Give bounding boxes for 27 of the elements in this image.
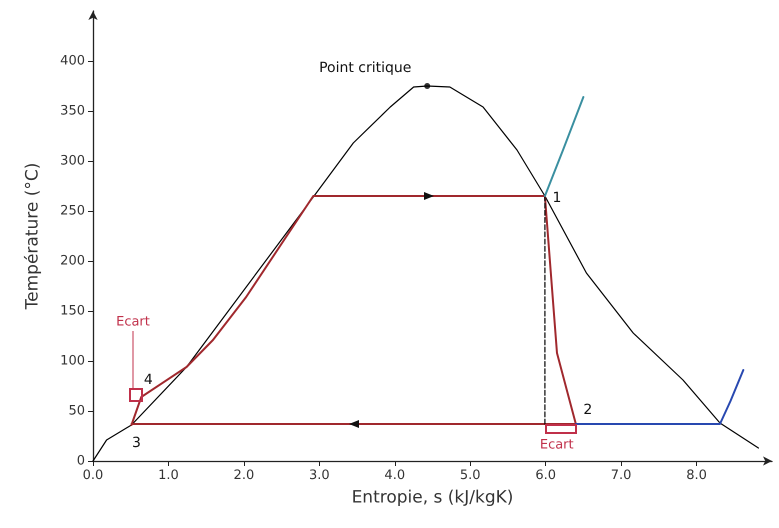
x-tick-label: 2.0	[234, 468, 254, 483]
x-tick-label: 0.0	[82, 468, 104, 483]
annotation: Point critique	[319, 60, 412, 76]
x-tick-label: 1.0	[158, 468, 179, 483]
x-tick-label: 8.0	[686, 468, 707, 483]
x-tick-label: 7.0	[610, 468, 632, 483]
y-tick-label: 200	[60, 254, 85, 268]
annotation: 2	[583, 402, 592, 418]
y-tick-label: 50	[68, 404, 85, 418]
x-axis-title: Entropie, s (kJ/kgK)	[352, 488, 514, 508]
annotation: 3	[132, 435, 141, 451]
annotation: Ecart	[540, 438, 574, 452]
annotation: 1	[552, 190, 562, 206]
x-tick-label: 4.0	[384, 468, 406, 483]
y-tick-label: 100	[60, 354, 85, 368]
y-tick-label: 150	[60, 304, 85, 318]
y-tick-label: 400	[60, 54, 85, 68]
y-tick-label: 350	[60, 104, 85, 118]
y-tick-label: 250	[60, 204, 85, 218]
y-tick-label: 300	[60, 154, 85, 168]
x-tick-label: 5.0	[460, 468, 481, 483]
annotation: Ecart	[116, 314, 150, 330]
x-tick-label: 6.0	[535, 468, 556, 483]
y-tick-label: 0	[76, 454, 85, 468]
annotation: 4	[144, 372, 153, 388]
x-tick-label: 3.0	[308, 468, 330, 483]
y-axis-title: Température (°C)	[22, 162, 42, 310]
